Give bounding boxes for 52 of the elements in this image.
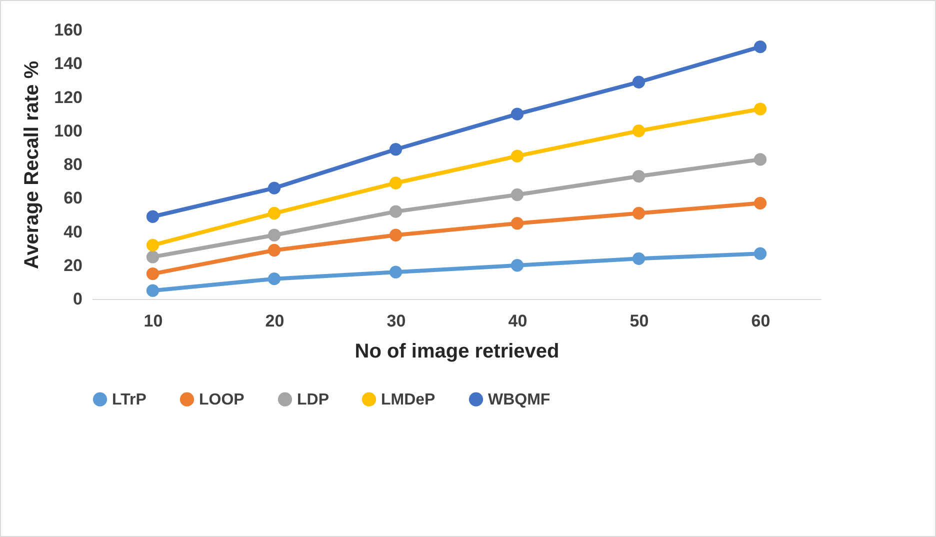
point bbox=[632, 252, 646, 265]
point bbox=[754, 153, 767, 166]
point bbox=[146, 250, 160, 264]
x-tick-label: 40 bbox=[508, 312, 528, 330]
point bbox=[389, 143, 402, 156]
point bbox=[754, 196, 767, 210]
y-tick-label: 0 bbox=[73, 290, 82, 308]
y-tick-label: 100 bbox=[54, 121, 82, 140]
y-tick-label: 60 bbox=[64, 188, 82, 208]
y-tick-label: 140 bbox=[54, 54, 82, 74]
point bbox=[146, 267, 160, 280]
x-tick-label: 30 bbox=[386, 312, 406, 330]
point bbox=[389, 266, 402, 278]
point bbox=[754, 102, 767, 116]
y-tick-label: 120 bbox=[54, 88, 82, 107]
legend-label: LTrP bbox=[112, 391, 147, 408]
point bbox=[632, 76, 646, 88]
point bbox=[510, 150, 524, 162]
y-axis-title: Average Recall rate % bbox=[21, 60, 44, 270]
point bbox=[389, 205, 402, 218]
point bbox=[632, 206, 646, 220]
point bbox=[268, 244, 281, 257]
y-tick-label: 160 bbox=[54, 20, 82, 40]
point bbox=[146, 210, 160, 223]
point bbox=[754, 247, 767, 260]
x-axis-title: No of image retrieved bbox=[354, 340, 560, 362]
legend-label: LOOP bbox=[199, 391, 245, 408]
y-tick-label: 20 bbox=[64, 256, 82, 275]
legend-label: LMDeP bbox=[381, 391, 436, 408]
point bbox=[754, 40, 767, 54]
point bbox=[632, 124, 646, 138]
y-tick-label: 80 bbox=[64, 155, 82, 174]
legend-label: LDP bbox=[297, 391, 330, 408]
point bbox=[268, 206, 281, 220]
point bbox=[268, 272, 281, 286]
x-tick-label: 20 bbox=[265, 312, 284, 330]
x-tick-label: 10 bbox=[144, 312, 163, 330]
point bbox=[268, 182, 281, 194]
point bbox=[510, 217, 524, 230]
point bbox=[510, 108, 524, 120]
y-tick-label: 40 bbox=[64, 222, 82, 242]
point bbox=[146, 238, 160, 252]
x-tick-label: 50 bbox=[630, 312, 649, 330]
point bbox=[632, 170, 646, 183]
x-tick-label: 60 bbox=[751, 312, 770, 330]
point bbox=[389, 176, 402, 190]
point bbox=[146, 284, 160, 297]
point bbox=[268, 228, 281, 242]
legend-label: WBQMF bbox=[488, 391, 550, 408]
point bbox=[389, 228, 402, 242]
point bbox=[510, 188, 524, 202]
point bbox=[510, 259, 524, 272]
